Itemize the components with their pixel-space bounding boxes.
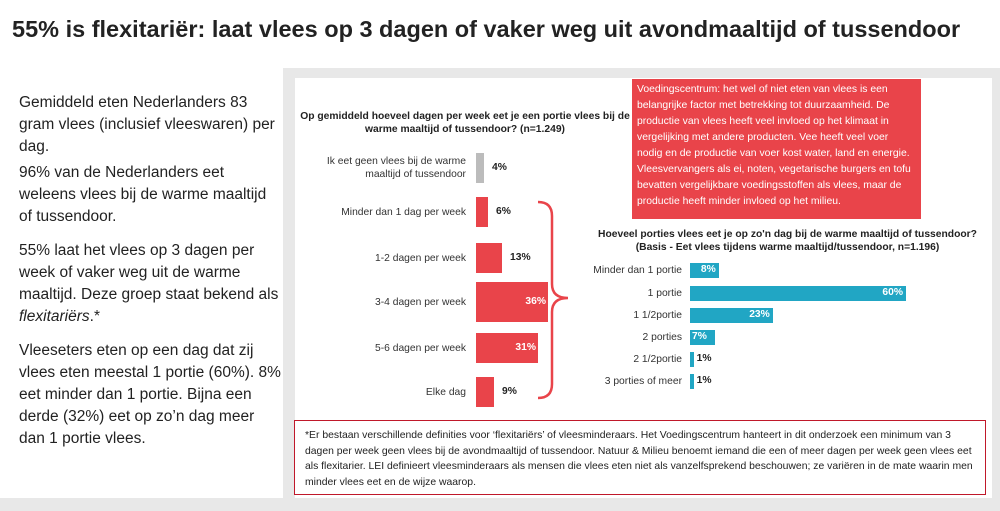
chart1-value-label: 9% — [502, 386, 517, 397]
chart2-title: Hoeveel porties vlees eet je op zo'n dag… — [598, 229, 977, 253]
chart1-category-label: 5-6 dagen per week — [374, 342, 466, 354]
chart2-bar — [690, 351, 694, 367]
chart2-category-label: 2 porties — [642, 331, 683, 343]
paragraph-flexitarians-end: .* — [89, 308, 100, 325]
chart2-value-label: 23% — [749, 309, 770, 320]
chart1-bar — [476, 377, 494, 407]
title-bar: 55% is flexitariër: laat vlees op 3 dage… — [0, 0, 1000, 68]
chart1-title: Op gemiddeld hoeveel dagen per week eet … — [300, 111, 630, 135]
chart1-bar — [476, 197, 488, 227]
chart1-category-label: 3-4 dagen per week — [374, 296, 466, 308]
chart1-bar — [476, 243, 502, 273]
chart1-category-label: Minder dan 1 dag per week — [341, 206, 466, 218]
chart1-value-label: 6% — [496, 206, 511, 217]
chart1-value-label: 31% — [515, 342, 536, 353]
chart2-category-label: 1 portie — [647, 287, 682, 299]
chart1-bar — [476, 333, 538, 363]
left-panel: Gemiddeld eten Nederlanders 83 gram vlee… — [0, 68, 283, 498]
paragraph-portions: Vleeseters eten op een dag dat zij vlees… — [19, 342, 281, 447]
chart2-value-label: 1% — [696, 353, 712, 364]
chart1-category-label: Elke dag — [425, 386, 466, 398]
chart2-value-label: 60% — [882, 287, 903, 298]
chart1-bar — [476, 153, 484, 183]
chart1-category-label: Ik eet geen vlees bij de warme maaltijd … — [326, 156, 466, 180]
footnote-definitions: *Er bestaan verschillende definities voo… — [294, 420, 986, 495]
chart1-category-label: 1-2 dagen per week — [374, 252, 466, 264]
chart2-bar — [690, 307, 773, 323]
chart2-category-label: 1 1/2portie — [633, 309, 682, 321]
brace-icon — [537, 200, 569, 400]
chart2-value-label: 1% — [696, 375, 712, 386]
flexitarians-term: flexitariërs — [19, 308, 90, 325]
paragraph-flexitarians: 55% laat het vlees op 3 dagen per week o… — [19, 240, 281, 328]
paragraph-average-meat: Gemiddeld eten Nederlanders 83 gram vlee… — [19, 94, 275, 155]
chart2-bar — [690, 262, 719, 278]
chart1-value-label: 13% — [510, 252, 531, 263]
chart1-value-label: 36% — [525, 296, 546, 307]
chart2-bar — [690, 373, 694, 389]
paragraph-flexitarians-text: 55% laat het vlees op 3 dagen per week o… — [19, 242, 279, 303]
chart2-category-label: 3 porties of meer — [604, 375, 682, 387]
chart2-value-label: 8% — [700, 264, 716, 275]
chart1-value-label: 4% — [492, 162, 507, 173]
chart2-category-label: Minder dan 1 portie — [593, 264, 682, 276]
chart2-category-label: 2 1/2portie — [633, 353, 682, 365]
paragraph-96-percent: 96% van de Nederlanders eet weleens vlee… — [19, 164, 267, 225]
page-title: 55% is flexitariër: laat vlees op 3 dage… — [12, 16, 961, 42]
voedingscentrum-info-box: Voedingscentrum: het wel of niet eten va… — [632, 79, 921, 219]
chart2-value-label: 7% — [692, 331, 707, 342]
chart2-bar — [690, 285, 906, 301]
chart2-bar — [690, 329, 716, 345]
chart1-bar — [476, 282, 548, 322]
